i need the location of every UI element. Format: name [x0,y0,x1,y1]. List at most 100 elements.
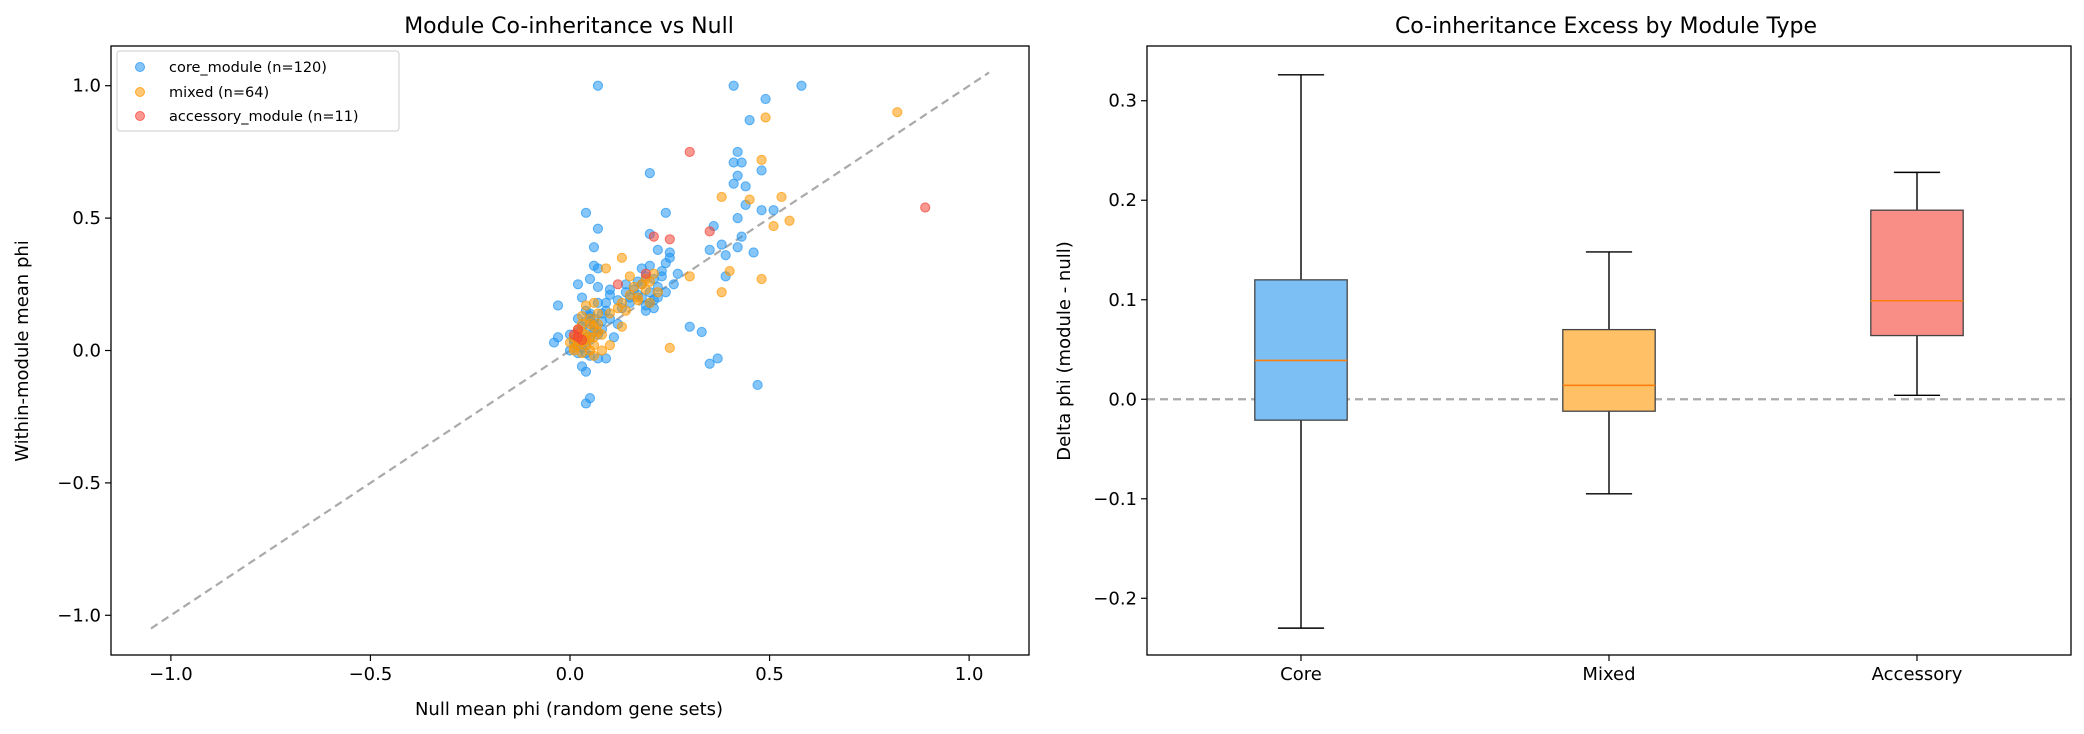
box-mixed [1562,251,1656,495]
legend-label-mixed: mixed (n=64) [169,85,269,101]
scatter-point-core [712,353,723,364]
scatter-point-core [756,165,767,176]
scatter-point-core [756,205,767,216]
scatter-point-core [744,115,755,126]
scatter-point-mixed [664,342,675,353]
scatter-point-core [652,244,663,255]
scatter-point-mixed [588,297,600,308]
scatter-point-mixed [604,308,616,319]
scatter-y-axis-label: Within-module mean phi [12,240,33,462]
scatter-x-tick-label: 0.5 [755,664,784,685]
scatter-x-tick-label: −0.5 [349,664,393,685]
scatter-point-core [684,321,695,332]
scatter-y-tick-label: 0.5 [72,208,101,229]
legend-label-core: core_module (n=120) [169,60,327,76]
scatter-point-mixed [588,350,600,361]
scatter-point-accessory [684,146,695,158]
scatter-point-core [576,292,588,303]
scatter-point-core [752,379,763,391]
scatter-point-core [796,80,807,91]
legend-frame [116,50,400,132]
scatter-point-mixed [652,287,663,298]
boxplot-x-tick-label: Accessory [1872,664,1963,685]
legend-marker-core [135,62,145,72]
scatter-point-mixed [568,342,580,353]
scatter-points-layer [548,80,931,409]
boxplot-boxes-layer [1254,74,1964,629]
scatter-point-core [704,358,715,369]
scatter-point-mixed [776,191,787,203]
boxplot-y-tick-label: 0.1 [1108,290,1137,311]
scatter-point-accessory [576,334,588,346]
boxplot-y-tick-label: −0.2 [1093,588,1137,609]
scatter-point-core [588,242,600,253]
scatter-point-core [704,244,715,255]
scatter-point-mixed [684,271,695,282]
scatter-point-core [580,398,592,409]
scatter-point-mixed [760,112,771,123]
scatter-point-mixed [592,318,604,330]
scatter-point-mixed [644,297,655,308]
scatter-point-mixed [628,281,639,293]
scatter-title: Module Co-inheritance vs Null [404,14,734,39]
scatter-point-accessory [640,268,651,279]
scatter-series-accessory [568,146,931,346]
scatter-point-mixed [892,107,903,118]
boxplot-y-tick-label: 0.2 [1108,190,1137,211]
scatter-point-mixed [784,215,795,226]
legend-marker-mixed [135,87,145,97]
scatter-point-core [552,332,564,343]
scatter-point-core [600,297,612,308]
scatter-point-core [732,146,743,158]
boxplot-title: Co-inheritance Excess by Module Type [1395,14,1817,39]
scatter-point-core [660,207,671,218]
scatter-point-mixed [756,273,767,285]
scatter-x-tick-label: 1.0 [955,664,984,685]
box-core-body [1254,279,1348,421]
scatter-point-core [604,289,616,300]
scatter-point-core [552,300,564,311]
scatter-point-core [592,80,604,91]
scatter-point-core [732,213,743,224]
scatter-point-core [716,239,727,250]
boxplot-x-tick-label: Mixed [1582,664,1635,685]
scatter-point-core [728,80,739,91]
boxplot-y-tick-label: 0.0 [1108,389,1137,410]
scatter-point-accessory [704,226,715,237]
boxplot-y-tick-label: 0.3 [1108,91,1137,112]
scatter-y-tick-label: −0.5 [57,473,101,494]
scatter-point-core [608,332,620,343]
boxplot-y-tick-label: −0.1 [1093,489,1137,510]
scatter-point-accessory [648,231,659,242]
scatter-point-core [668,279,679,290]
scatter-point-core [672,268,683,279]
scatter-point-mixed [616,321,627,332]
scatter-point-core [696,326,707,338]
scatter-point-mixed [744,194,755,205]
scatter-point-mixed [592,308,604,319]
scatter-point-core [728,178,739,189]
scatter-point-core [572,279,584,290]
scatter-point-core [736,231,747,242]
legend-label-accessory: accessory_module (n=11) [169,109,359,125]
scatter-panel: Module Co-inheritance vs Null −1.0 −0.5 0.… [12,14,1030,720]
scatter-point-core [584,273,596,285]
scatter-point-core [580,366,592,377]
scatter-legend: core_module (n=120) mixed (n=64) accesso… [116,50,400,132]
scatter-x-ticks: −1.0 −0.5 0.0 0.5 1.0 [149,655,983,685]
scatter-point-mixed [724,265,735,277]
scatter-point-mixed [624,271,635,282]
scatter-point-core [600,353,612,364]
scatter-point-mixed [632,292,643,303]
scatter-point-core [732,242,743,253]
scatter-y-tick-label: 0.0 [72,341,101,362]
boxplot-y-ticks: −0.2 −0.1 0.0 0.1 0.2 0.3 [1093,91,1147,609]
box-mixed-body [1562,328,1656,412]
scatter-point-accessory [664,234,675,245]
scatter-point-core [732,170,743,181]
scatter-point-core [736,157,747,168]
scatter-point-mixed [716,287,727,298]
scatter-x-tick-label: 0.0 [556,664,585,685]
scatter-point-mixed [640,284,651,295]
